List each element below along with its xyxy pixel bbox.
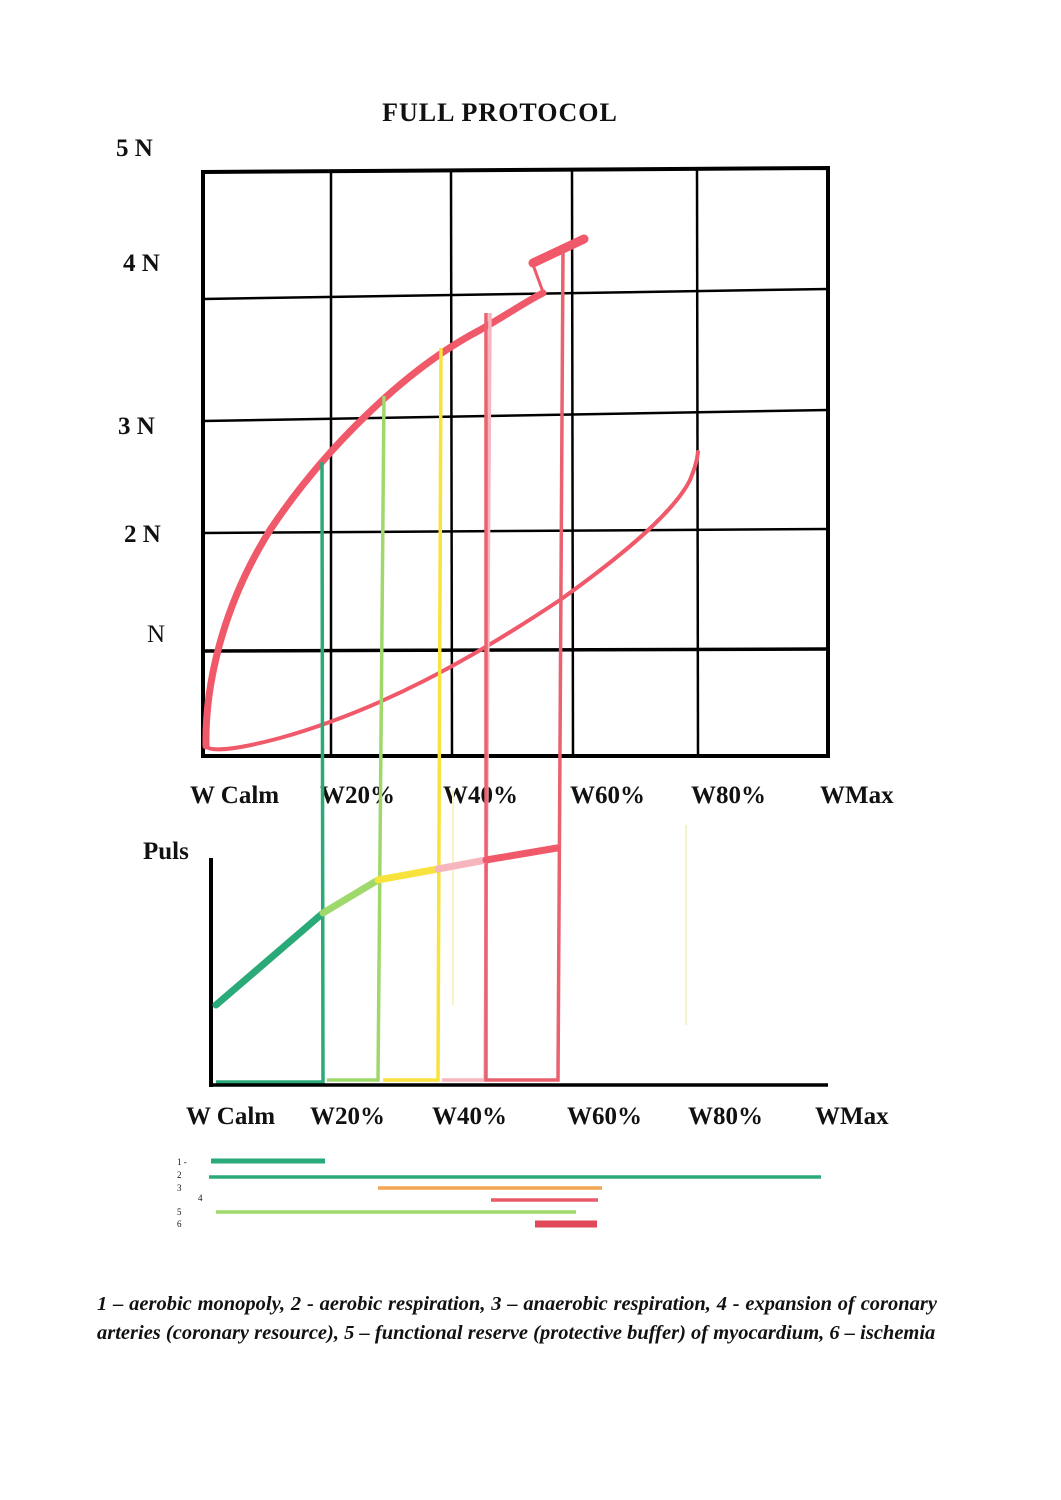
- connector-aerobic-monopoly: [216, 461, 325, 1084]
- top-x-label-calm: W Calm: [190, 782, 280, 809]
- legend-bars: [209, 1158, 821, 1228]
- y-label-4n: 4 N: [123, 250, 160, 277]
- bottom-axes: [209, 858, 828, 1087]
- bottom-x-label-calm: W Calm: [186, 1103, 276, 1130]
- top-x-label-60: W60%: [570, 782, 645, 809]
- top-grid: [201, 165, 830, 758]
- connector-anaerobic: [383, 347, 443, 1082]
- y-label-3n: 3 N: [118, 413, 155, 440]
- bottom-x-label-20: W20%: [310, 1103, 385, 1130]
- legend-caption: 1 – aerobic monopoly, 2 - aerobic respir…: [97, 1293, 937, 1344]
- pulse-zone-5: [482, 844, 561, 864]
- upper-curve: [202, 289, 547, 750]
- top-x-label-40: W40%: [443, 782, 518, 809]
- curve-top-segment: [528, 234, 589, 268]
- bottom-x-label-40: W40%: [432, 1103, 507, 1130]
- bottom-x-label-60: W60%: [567, 1103, 642, 1130]
- connector-coronary-resource: [442, 312, 492, 1082]
- grid-hline-1: [202, 287, 829, 301]
- legend-number-1: 1 -: [177, 1157, 187, 1167]
- lower-curve: [204, 450, 700, 752]
- puls-label: Puls: [143, 838, 189, 865]
- grid-hline-4: [202, 647, 829, 653]
- legend-number-5: 5: [177, 1207, 182, 1217]
- y-label-2n: 2 N: [124, 521, 161, 548]
- bottom-x-label-max: WMax: [815, 1103, 889, 1130]
- grid-hline-2: [202, 408, 829, 423]
- y-label-n: N: [147, 621, 166, 648]
- connectors: [216, 249, 687, 1084]
- legend-number-4: 4: [198, 1193, 203, 1203]
- top-x-label-20: W20%: [320, 782, 395, 809]
- grid-hline-3: [202, 527, 829, 535]
- legend-number-6: 6: [177, 1219, 182, 1229]
- top-x-label-80: W80%: [691, 782, 766, 809]
- top-x-label-max: WMax: [820, 782, 894, 809]
- top-curve: [202, 234, 700, 752]
- grid-vline-2: [449, 169, 454, 757]
- grid-vline-3: [570, 169, 575, 757]
- legend-number-3: 3: [177, 1183, 182, 1193]
- pulse-zone-4: [434, 856, 490, 873]
- connector-aerobic: [327, 395, 386, 1082]
- pulse-zone-3: [374, 865, 442, 884]
- legend-number-2: 2: [177, 1170, 182, 1180]
- pulse-zone-1: [212, 909, 327, 1009]
- connector-ischemia: [484, 249, 565, 1082]
- bottom-x-label-80: W80%: [688, 1103, 763, 1130]
- grid-frame: [201, 165, 830, 758]
- pulse-zone-2: [319, 876, 382, 917]
- pulse-curve: [212, 844, 561, 1009]
- diagram-title: FULL PROTOCOL: [382, 98, 618, 127]
- y-label-5n: 5 N: [116, 135, 153, 162]
